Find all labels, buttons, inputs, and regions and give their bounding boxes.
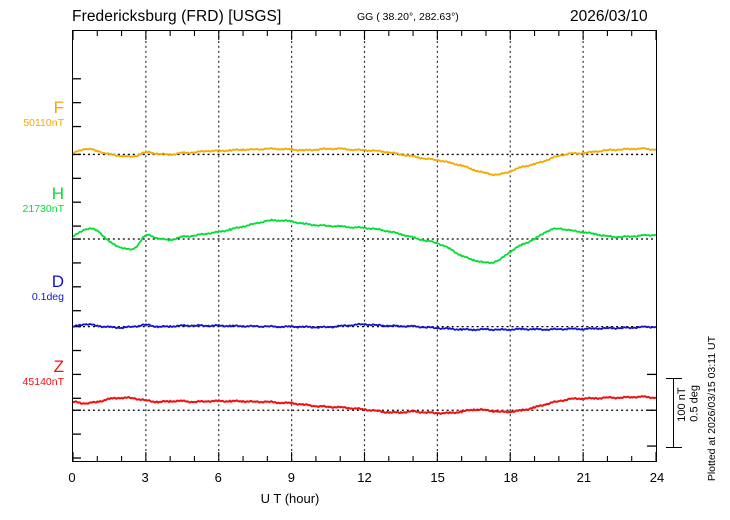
scale-bar [666, 378, 682, 448]
trace-F [73, 146, 656, 177]
observation-date: 2026/03/10 [570, 8, 648, 25]
scale-bar-line [673, 378, 675, 448]
x-tick-label: 24 [649, 470, 665, 485]
component-symbol-H: H [51, 184, 64, 203]
x-tick-label: 9 [287, 470, 295, 485]
geographic-coordinates: GG ( 38.20°, 282.63°) [357, 11, 459, 23]
x-tick-label: 15 [430, 470, 445, 485]
trace-Z [73, 395, 656, 415]
scale-bar-nt: 100 nT [676, 387, 688, 422]
trace-D [73, 322, 656, 332]
component-label-D: D 0.1deg [6, 273, 64, 303]
trace-H [73, 218, 656, 265]
magnetogram-plot-area [72, 30, 657, 462]
component-label-H: H 21730nT [6, 185, 64, 215]
component-baseline-H: 21730nT [22, 203, 64, 215]
page-title: Fredericksburg (FRD) [USGS] [72, 8, 282, 25]
component-symbol-D: D [51, 272, 64, 291]
component-baseline-F: 50110nT [23, 117, 64, 129]
x-tick-label: 3 [141, 470, 149, 485]
component-baseline-D: 0.1deg [31, 291, 64, 303]
x-axis-title-text: U T (hour) [260, 491, 320, 506]
component-label-F: F 50110nT [6, 99, 64, 129]
component-symbol-Z: Z [53, 357, 64, 376]
component-label-Z: Z 45140nT [6, 358, 64, 388]
component-baseline-Z: 45140nT [22, 376, 64, 388]
scale-bar-label: 100 nT 0.5 deg [676, 385, 730, 422]
x-tick-label: 21 [576, 470, 592, 485]
component-symbol-F: F [53, 98, 64, 117]
x-axis-title: U T (hour) [0, 491, 730, 506]
x-tick-label: 18 [503, 470, 518, 485]
scale-bar-deg: 0.5 deg [688, 385, 701, 422]
scale-bar-bottom-cap [666, 446, 682, 448]
x-tick-label: 6 [214, 470, 222, 485]
magnetogram-svg [73, 31, 656, 461]
x-tick-label: 0 [68, 470, 76, 485]
x-tick-label: 12 [357, 470, 372, 485]
plotted-at-label: Plotted at 2026/03/15 03:11 UT [706, 336, 718, 482]
